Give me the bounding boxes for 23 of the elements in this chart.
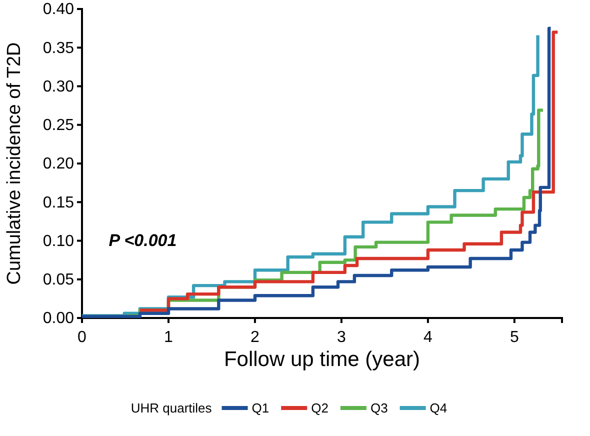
x-axis-title: Follow up time (year) [224,348,420,371]
legend-label: Q4 [430,400,448,416]
legend-label: Q3 [370,400,388,416]
y-tick-label: 0.40 [42,1,74,18]
x-tick-label: 0 [78,329,87,346]
y-tick-label: 0.10 [42,232,74,250]
y-tick-label: 0.35 [42,40,74,57]
y-tick-label: 0.30 [42,78,74,96]
y-tick-label: 0.20 [42,156,74,173]
annotation: P <0.001 [108,231,177,250]
legend-label: Q1 [252,400,270,416]
y-tick-label: 0.25 [42,116,74,134]
x-tick-label: 3 [337,329,346,346]
x-tick-label: 2 [250,329,260,346]
y-tick-label: 0.15 [42,194,74,212]
legend-label: Q2 [311,400,328,416]
y-axis-title: Cumulative incidence of T2D [4,42,25,285]
legend-title: UHR quartiles [130,400,212,416]
y-tick-label: 0.05 [42,271,74,288]
y-tick-label: 0.00 [42,310,74,328]
x-tick-label: 1 [164,329,174,346]
x-tick-label: 5 [510,329,519,346]
x-tick-label: 4 [423,329,432,346]
